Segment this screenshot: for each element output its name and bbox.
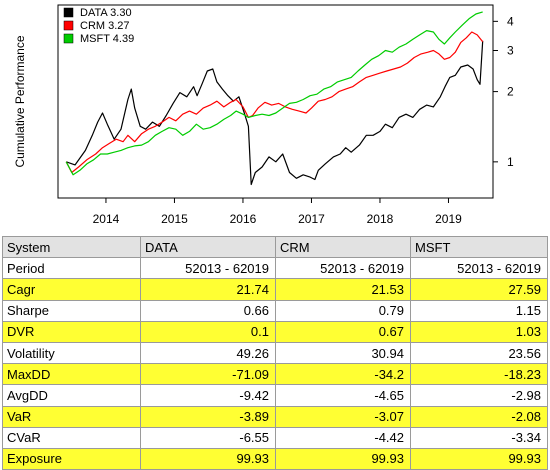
performance-chart: 2014 2015 2016 2017 2018 2019 1 2 3 4 Cumulative P… — [13, 4, 514, 226]
x-tick-label: 2019 — [435, 212, 462, 226]
table-cell: -34.2 — [275, 363, 411, 386]
table-cell: 21.53 — [275, 278, 411, 301]
performance-table-body: System DATA CRM MSFT Period 52013 - 62019… — [2, 235, 548, 470]
row-label: MaxDD — [2, 363, 141, 386]
header-data: DATA — [140, 235, 276, 259]
table-cell: 0.66 — [140, 299, 276, 322]
table-cell: 27.59 — [410, 278, 548, 301]
table-cell: -2.98 — [410, 384, 548, 407]
table-cell: -18.23 — [410, 363, 548, 386]
table-row: Exposure 99.93 99.93 99.93 — [2, 447, 548, 470]
x-tick-label: 2014 — [93, 212, 120, 226]
table-row: Volatility 49.26 30.94 23.56 — [2, 341, 548, 365]
table-header-row: System DATA CRM MSFT — [2, 235, 548, 259]
table-cell: 0.79 — [275, 299, 411, 322]
table-cell: 52013 - 62019 — [410, 257, 548, 280]
x-tick-label: 2015 — [161, 212, 188, 226]
table-cell: -4.65 — [275, 384, 411, 407]
table-cell: -2.08 — [410, 405, 548, 428]
table-row: AvgDD -9.42 -4.65 -2.98 — [2, 384, 548, 407]
header-crm: CRM — [275, 235, 411, 259]
header-system: System — [2, 235, 141, 259]
table-cell: 99.93 — [140, 447, 276, 470]
table-cell: -6.55 — [140, 426, 276, 449]
table-cell: -3.07 — [275, 405, 411, 428]
series-line — [65, 11, 483, 176]
table-cell: 0.67 — [275, 320, 411, 343]
legend-swatch — [63, 7, 74, 18]
x-tick-label: 2017 — [298, 212, 325, 226]
table-cell: 0.1 — [140, 320, 276, 343]
row-label: CVaR — [2, 426, 141, 449]
x-tick-label: 2018 — [367, 212, 394, 226]
plot-frame — [57, 4, 494, 199]
y-tick-label: 2 — [507, 85, 514, 99]
row-label: Sharpe — [2, 299, 141, 322]
table-row: Cagr 21.74 21.53 27.59 — [2, 278, 548, 301]
y-tick-label: 4 — [507, 14, 514, 28]
legend-label: CRM 3.27 — [80, 20, 130, 32]
series-line — [66, 40, 484, 186]
table-row: VaR -3.89 -3.07 -2.08 — [2, 405, 548, 428]
table-row: Sharpe 0.66 0.79 1.15 — [2, 299, 548, 322]
legend-label: DATA 3.30 — [80, 7, 132, 19]
row-label: Period — [2, 257, 141, 280]
row-label: Volatility — [2, 341, 141, 365]
row-label: Exposure — [2, 447, 141, 470]
table-cell: 1.15 — [410, 299, 548, 322]
row-label: VaR — [2, 405, 141, 428]
table-cell: -9.42 — [140, 384, 276, 407]
y-axis-label: Cumulative Performance — [13, 35, 27, 167]
x-tick-label: 2016 — [230, 212, 257, 226]
table-row: CVaR -6.55 -4.42 -3.34 — [2, 426, 548, 449]
table-cell: -4.42 — [275, 426, 411, 449]
table-cell: -3.34 — [410, 426, 548, 449]
table-cell: 99.93 — [410, 447, 548, 470]
table-cell: 52013 - 62019 — [275, 257, 411, 280]
row-label: AvgDD — [2, 384, 141, 407]
legend-label: MSFT 4.39 — [80, 33, 134, 45]
y-tick-label: 3 — [507, 44, 514, 58]
table-row: Period 52013 - 62019 52013 - 62019 52013 - … — [2, 257, 548, 280]
table-cell: 23.56 — [410, 341, 548, 365]
table-cell: 49.26 — [140, 341, 276, 365]
table-row: MaxDD -71.09 -34.2 -18.23 — [2, 363, 548, 386]
performance-table: System DATA CRM MSFT Period 52013 - 62019… — [2, 235, 548, 470]
table-cell: -71.09 — [140, 363, 276, 386]
row-label: Cagr — [2, 278, 141, 301]
table-cell: 30.94 — [275, 341, 411, 365]
table-cell: -3.89 — [140, 405, 276, 428]
table-row: DVR 0.1 0.67 1.03 — [2, 320, 548, 343]
table-cell: 1.03 — [410, 320, 548, 343]
legend-swatch — [63, 20, 74, 31]
header-msft: MSFT — [410, 235, 548, 259]
y-tick-label: 1 — [507, 155, 514, 169]
chart-svg: 2014 2015 2016 2017 2018 2019 1 2 3 4 Cumulative P… — [13, 4, 514, 226]
legend-swatch — [63, 33, 74, 44]
series-line — [65, 31, 484, 174]
table-cell: 99.93 — [275, 447, 411, 470]
table-cell: 21.74 — [140, 278, 276, 301]
table-cell: 52013 - 62019 — [140, 257, 276, 280]
row-label: DVR — [2, 320, 141, 343]
